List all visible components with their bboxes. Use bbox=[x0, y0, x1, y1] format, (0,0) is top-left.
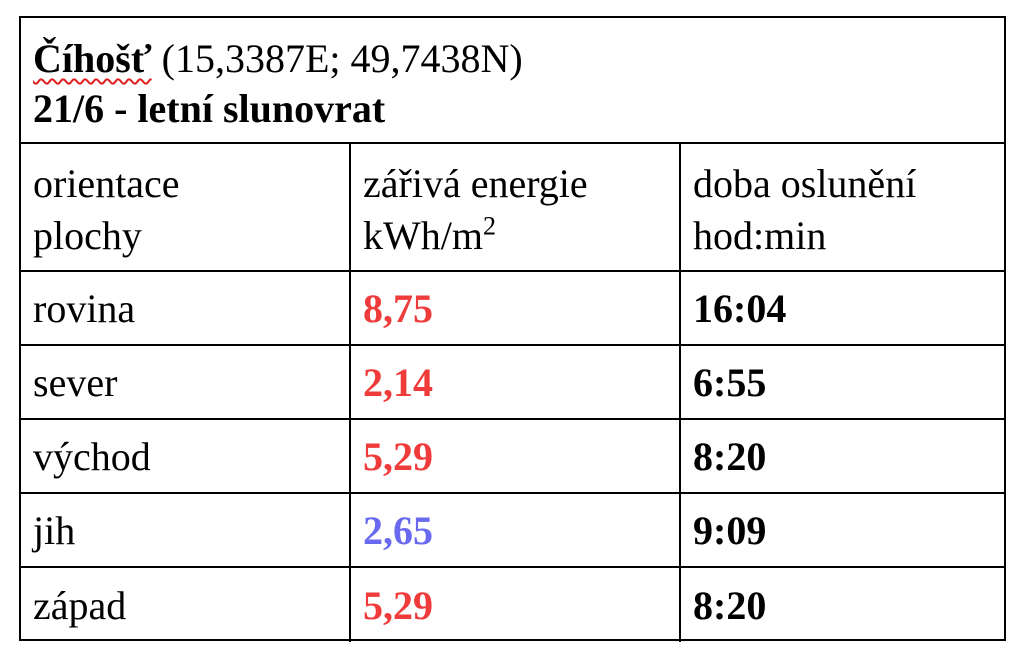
duration-cell: 8:20 bbox=[693, 582, 767, 628]
place-name[interactable]: Číhošť bbox=[33, 36, 152, 81]
table-body: rovina 8,75 16:04 sever 2,14 6:55 východ 5,29 8:… bbox=[21, 272, 1004, 642]
orientation-cell: jih bbox=[21, 494, 351, 566]
subtitle: 21/6 - letní slunovrat bbox=[33, 86, 386, 131]
header-unit-line: kWh/m2 bbox=[363, 210, 588, 262]
header-text-line: plochy bbox=[33, 213, 142, 258]
column-header-duration: doba oslunění hod:min bbox=[681, 144, 1004, 270]
table-row: západ 5,29 8:20 bbox=[21, 568, 1004, 642]
duration-cell: 8:20 bbox=[693, 433, 767, 479]
orientation-cell: sever bbox=[21, 346, 351, 418]
table-row: rovina 8,75 16:04 bbox=[21, 272, 1004, 346]
duration-cell: 9:09 bbox=[693, 507, 767, 553]
table-row: sever 2,14 6:55 bbox=[21, 346, 1004, 420]
header-text-line: orientace bbox=[33, 161, 180, 206]
unit-superscript: 2 bbox=[482, 211, 496, 241]
energy-cell: 8,75 bbox=[351, 272, 681, 344]
energy-cell: 2,65 bbox=[351, 494, 681, 566]
energy-cell: 5,29 bbox=[351, 568, 681, 642]
table-row: východ 5,29 8:20 bbox=[21, 420, 1004, 494]
duration-cell: 16:04 bbox=[693, 285, 787, 331]
header-text-line: zářivá energie bbox=[363, 161, 588, 206]
unit-text: kWh/m bbox=[363, 213, 483, 258]
energy-cell: 5,29 bbox=[351, 420, 681, 492]
column-header-row: orientace plochy zářivá energie kWh/m2 d… bbox=[21, 144, 1004, 272]
table-row: jih 2,65 9:09 bbox=[21, 494, 1004, 568]
title-line: Číhošť (15,3387E; 49,7438N) bbox=[33, 34, 1004, 84]
data-table: Číhošť (15,3387E; 49,7438N) 21/6 - letní… bbox=[19, 16, 1006, 642]
orientation-cell: rovina bbox=[21, 272, 351, 344]
table-header: Číhošť (15,3387E; 49,7438N) 21/6 - letní… bbox=[21, 18, 1004, 144]
orientation-cell: západ bbox=[21, 568, 351, 642]
orientation-cell: východ bbox=[21, 420, 351, 492]
column-header-orientation: orientace plochy bbox=[21, 144, 351, 270]
header-text-line: doba oslunění bbox=[693, 161, 917, 206]
coordinates: (15,3387E; 49,7438N) bbox=[151, 36, 523, 81]
column-header-energy: zářivá energie kWh/m2 bbox=[351, 144, 681, 270]
energy-cell: 2,14 bbox=[351, 346, 681, 418]
header-text-line: hod:min bbox=[693, 213, 827, 258]
duration-cell: 6:55 bbox=[693, 359, 767, 405]
